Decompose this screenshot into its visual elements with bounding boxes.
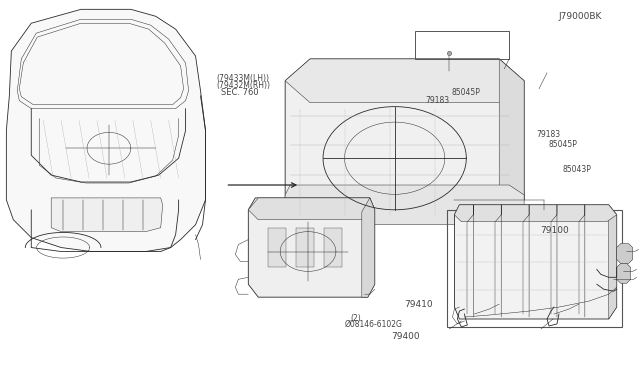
Polygon shape bbox=[285, 59, 524, 103]
Text: SEC. 760: SEC. 760 bbox=[221, 89, 258, 97]
Polygon shape bbox=[51, 198, 163, 232]
Text: (79433M(LH)): (79433M(LH)) bbox=[217, 74, 270, 83]
Text: 79410: 79410 bbox=[404, 300, 433, 309]
Polygon shape bbox=[499, 59, 524, 222]
Polygon shape bbox=[617, 263, 630, 283]
Polygon shape bbox=[454, 205, 617, 222]
Text: 85045P: 85045P bbox=[451, 89, 480, 97]
Polygon shape bbox=[454, 205, 617, 319]
Polygon shape bbox=[296, 228, 314, 267]
Polygon shape bbox=[268, 228, 286, 267]
Text: 79183: 79183 bbox=[425, 96, 449, 105]
Text: 79183: 79183 bbox=[537, 130, 561, 139]
Text: J79000BK: J79000BK bbox=[559, 12, 602, 21]
Polygon shape bbox=[248, 198, 375, 297]
Text: (79432M(RH)): (79432M(RH)) bbox=[217, 81, 271, 90]
Polygon shape bbox=[609, 205, 617, 319]
Polygon shape bbox=[362, 198, 375, 297]
Text: Ø08146-6102G: Ø08146-6102G bbox=[344, 320, 402, 329]
Text: (2): (2) bbox=[351, 314, 362, 323]
Bar bbox=[447, 210, 621, 327]
Bar bbox=[415, 31, 509, 59]
Text: 79400: 79400 bbox=[392, 332, 420, 341]
Polygon shape bbox=[285, 185, 524, 225]
Text: 85045P: 85045P bbox=[548, 140, 577, 149]
Polygon shape bbox=[285, 59, 524, 222]
Polygon shape bbox=[617, 244, 632, 263]
Polygon shape bbox=[324, 228, 342, 267]
Polygon shape bbox=[6, 9, 205, 251]
Text: 85043P: 85043P bbox=[562, 165, 591, 174]
Polygon shape bbox=[248, 198, 375, 220]
Text: 79100: 79100 bbox=[540, 226, 568, 235]
